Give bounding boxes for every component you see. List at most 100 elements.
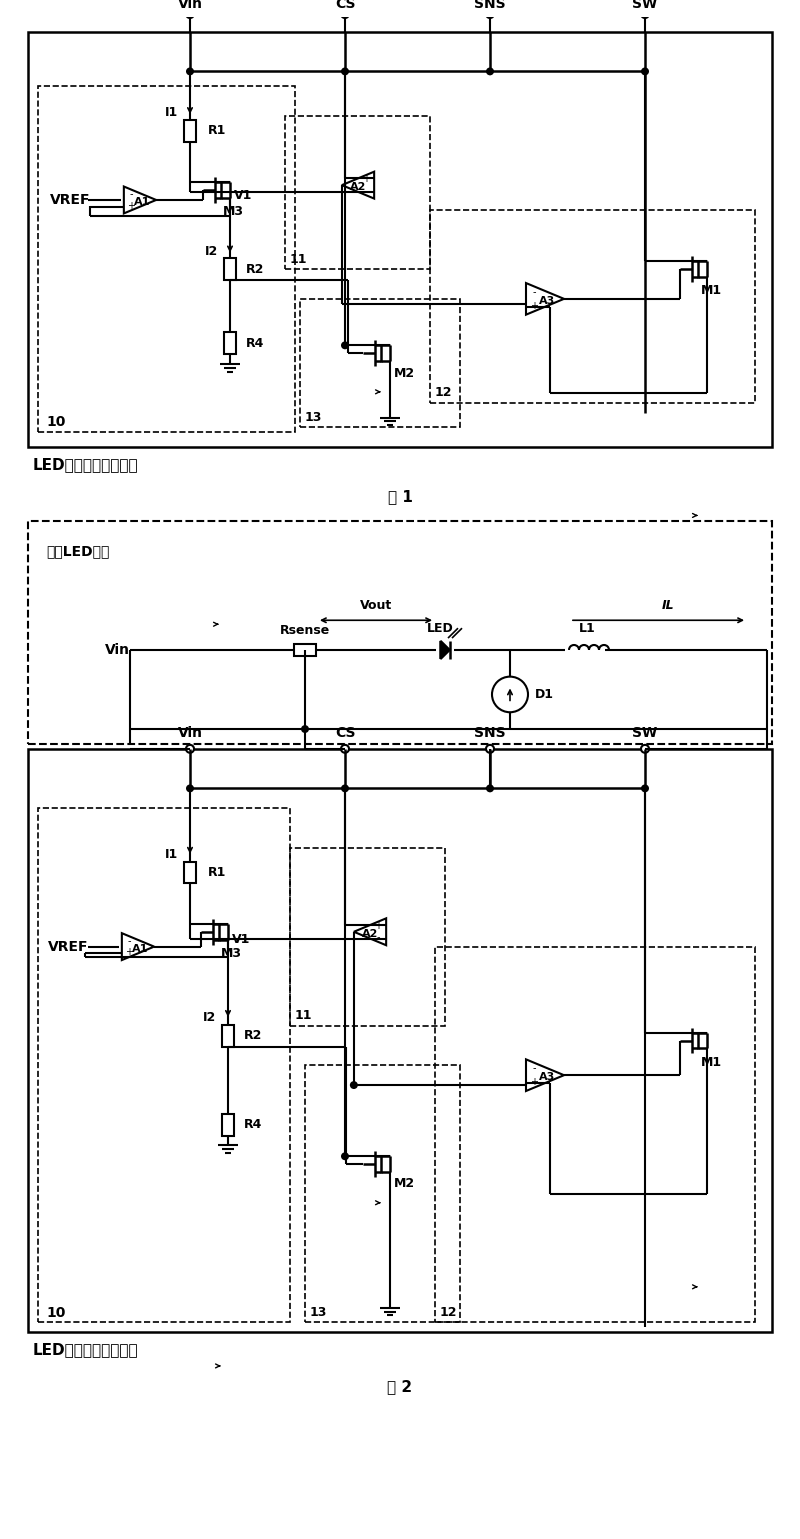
Circle shape [341, 68, 349, 75]
Bar [290, 848, 445, 1025]
Circle shape [350, 1080, 358, 1090]
Text: V1: V1 [232, 933, 250, 946]
Text: 13: 13 [310, 1307, 327, 1319]
Text: +: + [362, 174, 370, 185]
Text: 13: 13 [305, 411, 322, 425]
Bar [38, 86, 295, 432]
Text: SW: SW [632, 0, 658, 11]
Text: -: - [127, 936, 130, 946]
Text: SNS: SNS [474, 0, 506, 11]
Text: 图 2: 图 2 [387, 1379, 413, 1394]
Text: M2: M2 [394, 366, 415, 380]
Text: R2: R2 [246, 263, 264, 275]
Bar [300, 299, 460, 428]
Text: 12: 12 [440, 1307, 458, 1319]
Circle shape [341, 11, 349, 18]
Polygon shape [354, 919, 386, 945]
Text: M3: M3 [222, 205, 243, 219]
Text: A3: A3 [539, 295, 555, 306]
Circle shape [486, 785, 494, 793]
Text: A1: A1 [132, 943, 148, 954]
Text: L1: L1 [578, 622, 595, 634]
Text: R1: R1 [208, 125, 226, 137]
Text: D1: D1 [535, 688, 554, 700]
Bar [28, 522, 772, 743]
Text: 图 1: 图 1 [387, 489, 413, 505]
Circle shape [341, 785, 349, 793]
Polygon shape [441, 642, 450, 659]
Text: -: - [532, 1063, 536, 1073]
Circle shape [341, 342, 349, 349]
Bar [28, 749, 772, 1333]
Text: -: - [532, 286, 536, 297]
Circle shape [486, 68, 494, 75]
Text: 11: 11 [295, 1010, 313, 1022]
Text: Rsense: Rsense [280, 623, 330, 637]
Text: -: - [364, 186, 368, 195]
Bar [222, 1114, 234, 1136]
Text: +: + [530, 300, 538, 311]
Circle shape [341, 1153, 349, 1160]
Text: M2: M2 [394, 1177, 415, 1191]
Text: 10: 10 [46, 416, 66, 429]
Bar [285, 115, 430, 269]
Circle shape [641, 785, 649, 793]
Text: LED: LED [426, 622, 454, 634]
Text: R4: R4 [244, 1119, 262, 1131]
Bar [222, 1025, 234, 1047]
Text: I2: I2 [203, 1011, 217, 1025]
Text: SNS: SNS [474, 726, 506, 740]
Text: Vout: Vout [360, 599, 392, 613]
Text: 10: 10 [46, 1305, 66, 1319]
Bar [305, 1065, 460, 1322]
Bar [430, 209, 755, 403]
Text: -: - [376, 933, 380, 942]
Circle shape [301, 725, 309, 733]
Text: 12: 12 [435, 386, 453, 399]
Text: I1: I1 [166, 848, 178, 862]
Text: Vin: Vin [105, 643, 130, 657]
Circle shape [186, 68, 194, 75]
Text: A2: A2 [350, 182, 366, 192]
Circle shape [341, 745, 349, 753]
Circle shape [641, 745, 649, 753]
Bar [28, 32, 772, 448]
Text: 外接LED电路: 外接LED电路 [46, 545, 110, 559]
Text: VREF: VREF [50, 192, 90, 206]
Polygon shape [122, 933, 154, 960]
Circle shape [486, 11, 494, 18]
Bar [184, 120, 196, 142]
Text: CS: CS [334, 0, 355, 11]
Bar [38, 808, 290, 1322]
Text: A2: A2 [362, 928, 378, 939]
Text: R1: R1 [208, 866, 226, 879]
Text: SW: SW [632, 726, 658, 740]
Text: I1: I1 [166, 106, 178, 120]
Text: M1: M1 [701, 285, 722, 297]
Text: LED驱动电路部分结构: LED驱动电路部分结构 [33, 1342, 138, 1357]
Text: +: + [374, 920, 382, 931]
Text: 11: 11 [290, 252, 307, 266]
Bar [224, 259, 236, 280]
Circle shape [641, 68, 649, 75]
Circle shape [186, 785, 194, 793]
Text: M3: M3 [221, 946, 242, 960]
Text: +: + [530, 1077, 538, 1087]
Text: CS: CS [334, 726, 355, 740]
Text: VREF: VREF [48, 940, 89, 954]
Bar [294, 643, 316, 656]
Text: M1: M1 [701, 1056, 722, 1068]
Polygon shape [124, 186, 156, 214]
Text: A1: A1 [134, 197, 150, 206]
Circle shape [186, 745, 194, 753]
Bar [435, 946, 755, 1322]
Text: Vin: Vin [178, 726, 202, 740]
Circle shape [492, 677, 528, 713]
Bar [184, 862, 196, 883]
Text: Vin: Vin [178, 0, 202, 11]
Bar [224, 332, 236, 354]
Polygon shape [342, 172, 374, 199]
Text: +: + [125, 948, 133, 957]
Text: R4: R4 [246, 337, 264, 349]
Circle shape [641, 11, 649, 18]
